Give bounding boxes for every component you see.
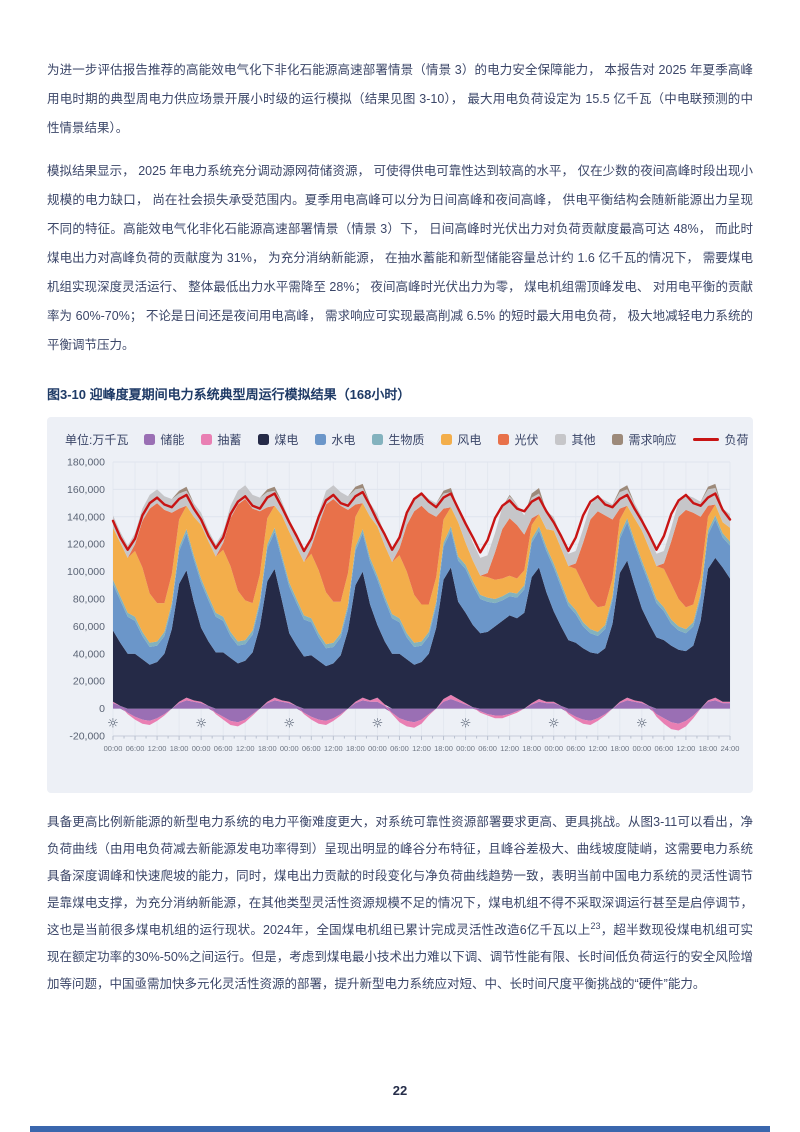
svg-text:06:00: 06:00 xyxy=(655,744,674,753)
svg-text:120,000: 120,000 xyxy=(67,539,105,551)
svg-text:-20,000: -20,000 xyxy=(69,731,105,743)
svg-text:06:00: 06:00 xyxy=(478,744,497,753)
svg-text:18:00: 18:00 xyxy=(346,744,365,753)
legend-item-9: 需求响应 xyxy=(612,431,676,448)
svg-text:00:00: 00:00 xyxy=(632,744,651,753)
legend-item-8: 其他 xyxy=(555,431,595,448)
legend-color-swatch xyxy=(144,434,156,445)
svg-text:12:00: 12:00 xyxy=(236,744,255,753)
svg-text:12:00: 12:00 xyxy=(324,744,343,753)
legend-label: 生物质 xyxy=(388,433,425,447)
paragraph-3: 具备更高比例新能源的新型电力系统的电力平衡难度更大，对系统可靠性资源部署要求更高… xyxy=(47,809,753,998)
legend-label: 光伏 xyxy=(514,433,539,447)
svg-text:20,000: 20,000 xyxy=(73,676,105,688)
legend-color-swatch xyxy=(372,434,384,445)
sun-icon: ☼ xyxy=(283,717,295,732)
simulation-chart: 180,000 160,000 140,000 120,000 100,000 80,00… xyxy=(67,457,740,754)
legend-item-6: 风电 xyxy=(441,431,481,448)
legend-color-swatch xyxy=(441,434,453,445)
chart-legend: 单位:万千瓦 储能 抽蓄 煤电 水电 生物质 风电 光伏 其他 需求响应 负荷 xyxy=(57,431,749,448)
sun-icon: ☼ xyxy=(460,717,472,732)
svg-text:00:00: 00:00 xyxy=(544,744,563,753)
legend-line-marker xyxy=(693,438,720,441)
legend-item-3: 煤电 xyxy=(258,431,298,448)
svg-text:00:00: 00:00 xyxy=(368,744,387,753)
svg-text:06:00: 06:00 xyxy=(302,744,321,753)
svg-text:180,000: 180,000 xyxy=(67,457,105,469)
legend-color-swatch xyxy=(315,434,327,445)
legend-color-swatch xyxy=(612,434,624,445)
svg-text:100,000: 100,000 xyxy=(67,566,105,578)
sun-icon: ☼ xyxy=(548,717,560,732)
legend-color-swatch xyxy=(258,434,270,445)
sun-icon: ☼ xyxy=(636,717,648,732)
legend-label: 负荷 xyxy=(724,433,749,447)
svg-text:18:00: 18:00 xyxy=(170,744,189,753)
svg-text:18:00: 18:00 xyxy=(610,744,629,753)
svg-text:12:00: 12:00 xyxy=(500,744,519,753)
legend-label: 其他 xyxy=(571,433,596,447)
svg-text:24:00: 24:00 xyxy=(721,744,740,753)
legend-color-swatch xyxy=(555,434,567,445)
legend-label: 需求响应 xyxy=(628,433,677,447)
legend-label: 储能 xyxy=(160,433,185,447)
svg-text:18:00: 18:00 xyxy=(258,744,277,753)
svg-text:00:00: 00:00 xyxy=(104,744,123,753)
svg-text:12:00: 12:00 xyxy=(412,744,431,753)
svg-text:18:00: 18:00 xyxy=(522,744,541,753)
paragraph-3-text-b: ，超半数现役煤电机组可实现在额定功率的30%-50%之间运行。但是，考虑到煤电最… xyxy=(47,923,753,991)
svg-text:06:00: 06:00 xyxy=(566,744,585,753)
svg-text:160,000: 160,000 xyxy=(67,484,105,496)
svg-text:80,000: 80,000 xyxy=(73,594,105,606)
paragraph-2: 模拟结果显示， 2025 年电力系统充分调动源网荷储资源， 可使得供电可靠性达到… xyxy=(47,164,753,352)
paragraph-3-text-a: 具备更高比例新能源的新型电力系统的电力平衡难度更大，对系统可靠性资源部署要求更高… xyxy=(47,815,753,937)
legend-item-1: 储能 xyxy=(144,431,184,448)
svg-text:06:00: 06:00 xyxy=(214,744,233,753)
legend-label: 风电 xyxy=(457,433,482,447)
legend-item-2: 抽蓄 xyxy=(201,431,241,448)
svg-text:0: 0 xyxy=(99,703,105,715)
svg-text:18:00: 18:00 xyxy=(699,744,718,753)
svg-text:12:00: 12:00 xyxy=(148,744,167,753)
svg-text:00:00: 00:00 xyxy=(280,744,299,753)
legend-label: 抽蓄 xyxy=(217,433,242,447)
page-number: 22 xyxy=(392,1083,408,1098)
sun-icon: ☼ xyxy=(372,717,384,732)
svg-text:18:00: 18:00 xyxy=(434,744,453,753)
chart-unit-label: 单位:万千瓦 xyxy=(65,433,129,447)
sun-icon: ☼ xyxy=(195,717,207,732)
legend-item-10: 负荷 xyxy=(693,431,749,448)
figure-title: 图3-10 迎峰度夏期间电力系统典型周运行模拟结果（168小时） xyxy=(47,387,411,402)
legend-label: 煤电 xyxy=(274,433,299,447)
footnote-marker: 23 xyxy=(590,920,601,931)
legend-color-swatch xyxy=(498,434,510,445)
svg-text:40,000: 40,000 xyxy=(73,648,105,660)
sun-icon: ☼ xyxy=(107,717,119,732)
chart-panel: 单位:万千瓦 储能 抽蓄 煤电 水电 生物质 风电 光伏 其他 需求响应 负荷 180,000 16… xyxy=(47,417,753,793)
svg-text:12:00: 12:00 xyxy=(588,744,607,753)
legend-label: 水电 xyxy=(331,433,356,447)
legend-color-swatch xyxy=(201,434,213,445)
footer-accent-bar xyxy=(30,1126,770,1132)
paragraph-1: 为进一步评估报告推荐的高能效电气化下非化石能源高速部署情景（情景 3）的电力安全… xyxy=(47,63,753,135)
legend-item-4: 水电 xyxy=(315,431,355,448)
svg-text:06:00: 06:00 xyxy=(126,744,145,753)
svg-text:06:00: 06:00 xyxy=(390,744,409,753)
svg-text:12:00: 12:00 xyxy=(677,744,696,753)
svg-text:60,000: 60,000 xyxy=(73,621,105,633)
svg-text:00:00: 00:00 xyxy=(192,744,211,753)
legend-item-5: 生物质 xyxy=(372,431,424,448)
svg-text:00:00: 00:00 xyxy=(456,744,475,753)
svg-text:140,000: 140,000 xyxy=(67,511,105,523)
legend-item-7: 光伏 xyxy=(498,431,538,448)
